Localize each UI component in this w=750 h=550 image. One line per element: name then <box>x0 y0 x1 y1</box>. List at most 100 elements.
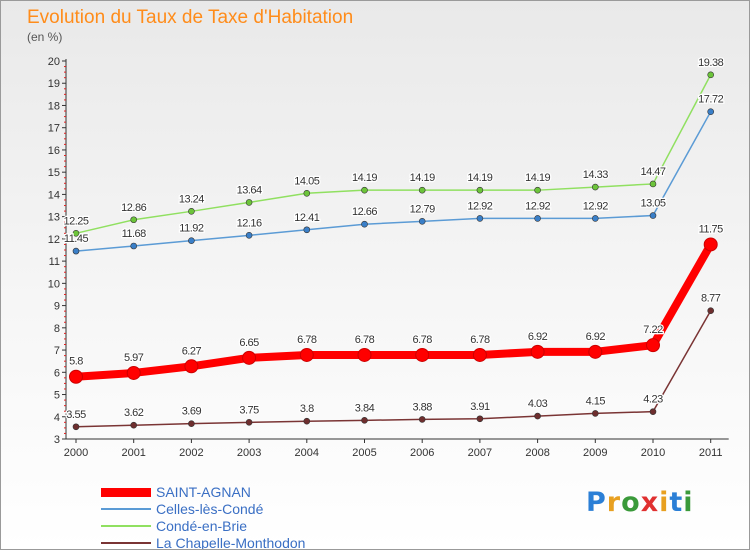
y-tick-label: 13 <box>48 212 60 224</box>
data-point <box>707 108 715 115</box>
y-tick-label: 4 <box>54 412 60 424</box>
data-point <box>591 183 599 191</box>
data-label: 4.03 <box>528 398 548 410</box>
data-label: 4.15 <box>586 395 606 407</box>
data-label: 14.47 <box>640 166 665 178</box>
data-point <box>130 421 137 429</box>
data-label: 3.88 <box>412 401 432 413</box>
data-label: 3.75 <box>239 404 259 416</box>
data-label: 3.69 <box>182 406 202 418</box>
x-tick-label: 2010 <box>641 447 665 459</box>
x-tick-label: 2008 <box>525 447 549 459</box>
chart-subtitle: (en %) <box>27 30 63 44</box>
data-point <box>476 415 484 423</box>
data-point <box>245 232 253 239</box>
y-tick-label: 20 <box>48 56 60 68</box>
data-point <box>72 230 80 237</box>
data-label: 6.78 <box>412 334 432 346</box>
data-label: 6.65 <box>239 337 259 349</box>
logo-letter: P <box>586 487 607 518</box>
logo-letter: x <box>640 487 660 518</box>
data-point <box>707 307 715 315</box>
data-point <box>534 186 541 194</box>
data-point <box>591 410 599 417</box>
series-line-1 <box>75 111 712 252</box>
data-label: 6.92 <box>586 331 606 343</box>
data-point <box>534 412 541 420</box>
data-label: 6.78 <box>297 334 317 346</box>
data-label: 12.86 <box>121 202 146 214</box>
data-point <box>299 347 314 362</box>
data-point <box>303 190 311 197</box>
data-point <box>530 344 545 359</box>
data-point <box>245 419 253 426</box>
logo-letter: i <box>659 487 670 518</box>
data-point <box>646 338 660 353</box>
data-label: 3.55 <box>66 409 86 421</box>
x-tick-label: 2007 <box>468 447 492 459</box>
data-point <box>649 180 657 188</box>
data-label: 12.66 <box>352 206 377 218</box>
data-label: 14.19 <box>410 172 435 184</box>
data-point <box>588 344 603 359</box>
data-point <box>418 416 426 423</box>
legend-swatch <box>101 487 151 497</box>
logo-letter: r <box>606 487 622 518</box>
data-label: 6.78 <box>355 334 375 346</box>
legend-swatch <box>101 508 151 510</box>
data-label: 8.77 <box>701 293 721 305</box>
y-tick-label: 8 <box>54 323 60 335</box>
data-label: 3.8 <box>300 403 314 415</box>
data-label: 12.92 <box>467 200 492 212</box>
legend-label: SAINT-AGNAN <box>156 484 251 500</box>
data-point <box>130 242 137 250</box>
data-label: 14.19 <box>525 172 550 184</box>
data-label: 12.25 <box>63 215 88 227</box>
data-label: 14.05 <box>294 175 319 187</box>
data-point <box>130 216 137 224</box>
data-label: 14.33 <box>583 169 608 181</box>
data-point <box>72 423 80 431</box>
x-tick-label: 2005 <box>352 447 376 459</box>
data-point <box>649 212 657 219</box>
data-point <box>357 347 372 362</box>
data-point <box>126 365 141 380</box>
data-label: 6.78 <box>470 334 490 346</box>
data-point <box>649 408 657 415</box>
y-tick-label: 18 <box>48 100 60 112</box>
data-label: 5.8 <box>69 356 83 368</box>
x-tick-label: 2009 <box>583 447 607 459</box>
data-label: 12.92 <box>525 200 550 212</box>
data-label: 7.22 <box>643 324 663 336</box>
x-tick-label: 2000 <box>64 447 88 459</box>
data-point <box>476 186 484 194</box>
data-point <box>188 237 195 244</box>
y-tick-label: 10 <box>48 278 60 290</box>
data-point <box>707 71 715 79</box>
legend-label: Condé-en-Brie <box>156 518 248 534</box>
data-label: 13.64 <box>237 184 262 196</box>
data-point <box>534 215 541 222</box>
data-label: 11.45 <box>64 233 89 245</box>
data-label: 19.38 <box>698 57 723 69</box>
data-point <box>188 208 195 215</box>
data-label: 3.62 <box>124 407 144 419</box>
data-point <box>72 247 80 255</box>
y-tick-label: 14 <box>48 189 60 201</box>
y-tick-label: 17 <box>48 123 60 135</box>
series-line-3 <box>75 310 712 428</box>
data-label: 13.24 <box>179 193 204 205</box>
series-line-2 <box>75 74 712 235</box>
data-point <box>472 347 487 362</box>
legend-swatch <box>101 542 151 544</box>
y-tick-label: 5 <box>54 390 60 402</box>
data-point <box>69 369 83 384</box>
data-label: 6.92 <box>528 331 548 343</box>
y-tick-label: 12 <box>48 234 60 246</box>
data-label: 6.27 <box>182 345 202 357</box>
data-point <box>184 359 199 374</box>
x-tick-label: 2004 <box>295 447 319 459</box>
data-point <box>361 186 368 194</box>
